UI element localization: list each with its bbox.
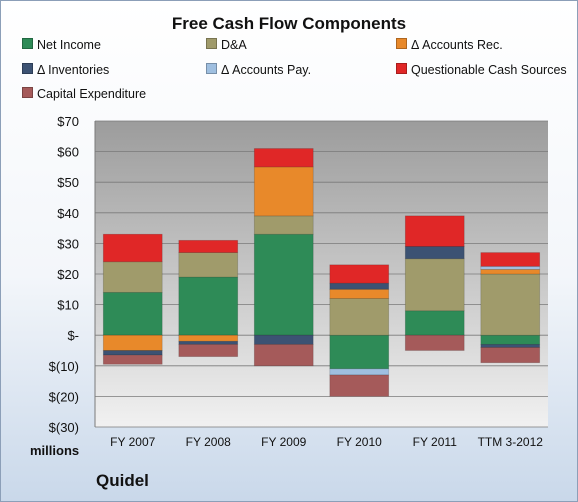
y-tick-label: $40 [57,206,79,221]
x-tick-label: FY 2007 [110,435,155,449]
bar-segment-capital-expenditure [404,334,465,351]
bar-segment-inventories [178,340,239,345]
bar-segment-capital-expenditure [329,374,390,397]
y-tick-label: $10 [57,298,79,313]
legend-item-capital-expenditure: Capital Expenditure [22,87,146,101]
y-tick-label: $50 [57,175,79,190]
y-tick-label: $70 [57,114,79,129]
bar-segment-net-income [480,334,541,345]
bar-segment-capital-expenditure [253,343,314,367]
bar-segment-inventories [102,350,163,356]
bar-segment-accounts-rec [329,288,390,299]
x-tick-label: FY 2008 [186,435,231,449]
bar-segment-questionable-cash-sources [329,264,390,284]
legend-swatch [206,38,217,49]
bar-segment-inventories [480,343,541,348]
x-tick-label: FY 2010 [337,435,382,449]
legend-label: Net Income [37,38,101,52]
bar-segment-net-income [329,334,390,370]
company-name: Quidel [96,471,149,490]
bar-segment-d-a [178,252,239,278]
y-tick-label: $20 [57,267,79,282]
bar-segment-questionable-cash-sources [404,215,465,247]
y-tick-label: $(30) [49,420,79,435]
bar-segment-inventories [329,282,390,290]
y-tick-label: $60 [57,145,79,160]
y-tick-label: $- [67,328,79,343]
bar-segment-net-income [253,233,314,336]
legend-label: Questionable Cash Sources [411,63,567,77]
legend-item-accounts-pay: Δ Accounts Pay. [206,63,311,77]
bar-segment-accounts-rec [480,269,541,275]
y-tick-label: $(10) [49,359,79,374]
bar-segment-capital-expenditure [480,347,541,364]
bar-segment-inventories [404,246,465,260]
legend-label: D&A [221,38,247,52]
bar-segment-accounts-rec [102,334,163,351]
bar-segment-questionable-cash-sources [178,239,239,253]
legend-item-net-income: Net Income [22,38,101,52]
bar-segment-questionable-cash-sources [253,148,314,168]
legend-label: Capital Expenditure [37,87,147,101]
y-tick-label: $30 [57,236,79,251]
legend-swatch [396,63,407,74]
bar-segment-questionable-cash-sources [102,233,163,263]
bar-segment-accounts-rec [178,334,239,342]
legend-item-accounts-rec: Δ Accounts Rec. [396,38,503,52]
bar-segment-d-a [102,261,163,293]
legend-swatch [22,87,33,98]
bar-segment-d-a [404,258,465,312]
bar-segment-net-income [178,276,239,336]
legend-item-questionable-cash-sources: Questionable Cash Sources [396,63,567,77]
units-label: millions [30,443,80,458]
bar-segment-d-a [480,273,541,336]
chart-title: Free Cash Flow Components [171,14,407,33]
legend-label: Δ Inventories [37,63,110,77]
legend-label: Δ Accounts Rec. [411,38,503,52]
bar-segment-net-income [404,310,465,336]
legend-item-inventories: Δ Inventories [22,63,109,77]
bar-segment-inventories [253,334,314,345]
bar-segment-d-a [253,215,314,235]
legend-label: Δ Accounts Pay. [221,63,312,77]
bar-segment-capital-expenditure [102,354,163,365]
x-tick-label: TTM 3-2012 [478,435,544,449]
bar-segment-accounts-pay [329,368,390,376]
bar-segment-questionable-cash-sources [480,252,541,267]
bar-segment-d-a [329,298,390,336]
bar-segment-net-income [102,291,163,336]
legend-swatch [396,38,407,49]
y-tick-label: $(20) [49,389,79,404]
legend-swatch [22,38,33,49]
legend-item-d-a: D&A [206,38,247,52]
bar-segment-accounts-pay [480,265,541,270]
bar-segment-accounts-rec [253,166,314,217]
legend-swatch [206,63,217,74]
x-tick-label: FY 2009 [261,435,306,449]
x-tick-label: FY 2011 [413,435,458,449]
legend-swatch [22,63,33,74]
bar-segment-capital-expenditure [178,343,239,358]
